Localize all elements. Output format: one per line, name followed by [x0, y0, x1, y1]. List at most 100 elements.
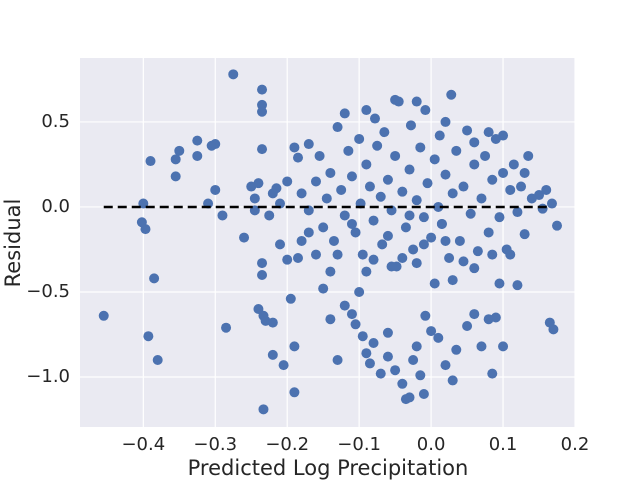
point — [382, 174, 393, 185]
point — [267, 188, 278, 199]
point — [498, 341, 509, 352]
point — [339, 300, 350, 311]
point — [267, 349, 278, 360]
point — [519, 229, 530, 240]
point — [170, 154, 181, 165]
point — [447, 375, 458, 386]
point — [469, 263, 480, 274]
point — [357, 331, 368, 342]
point — [404, 164, 415, 175]
point — [257, 84, 268, 95]
point — [440, 235, 451, 246]
point — [145, 156, 156, 167]
point — [440, 360, 451, 371]
point — [296, 235, 307, 246]
point — [264, 210, 275, 221]
point — [422, 178, 433, 189]
point — [375, 368, 386, 379]
point — [537, 203, 548, 214]
point — [397, 186, 408, 197]
point — [476, 341, 487, 352]
point — [278, 360, 289, 371]
point — [332, 122, 343, 133]
point — [397, 378, 408, 389]
point — [382, 230, 393, 241]
point — [282, 254, 293, 265]
y-tick-label: −1.0 — [26, 366, 70, 387]
point — [377, 239, 388, 250]
point — [210, 184, 221, 195]
point — [293, 252, 304, 263]
point — [440, 169, 451, 180]
y-tick-label: −0.5 — [26, 281, 70, 302]
point — [405, 120, 416, 131]
point — [415, 142, 426, 153]
x-tick-label: 0.1 — [489, 434, 518, 455]
point — [408, 244, 419, 255]
point — [140, 224, 151, 235]
point — [397, 252, 408, 263]
point — [354, 286, 365, 297]
x-tick-label: 0.2 — [561, 434, 590, 455]
point — [357, 249, 368, 260]
point — [285, 293, 296, 304]
point — [368, 337, 379, 348]
point — [498, 167, 509, 178]
point — [321, 193, 332, 204]
point — [318, 283, 329, 294]
point — [472, 246, 483, 257]
point — [429, 154, 440, 165]
point — [350, 319, 361, 330]
point — [512, 280, 523, 291]
point — [339, 210, 350, 221]
point — [257, 144, 268, 155]
point — [505, 184, 516, 195]
point — [375, 191, 386, 202]
point — [143, 331, 154, 342]
point — [444, 252, 455, 263]
point — [328, 235, 339, 246]
point — [303, 227, 314, 238]
point — [494, 278, 505, 289]
point — [446, 89, 457, 100]
point — [487, 368, 498, 379]
point — [454, 235, 465, 246]
point — [451, 344, 462, 355]
point — [469, 309, 480, 320]
point — [368, 215, 379, 226]
point — [426, 326, 437, 337]
point — [332, 249, 343, 260]
point — [325, 167, 336, 178]
y-tick-label: 0.5 — [41, 111, 70, 132]
point — [458, 256, 469, 267]
point — [411, 258, 422, 269]
point — [420, 105, 431, 116]
point — [382, 327, 393, 338]
point — [364, 181, 375, 192]
point — [487, 174, 498, 185]
point — [170, 171, 181, 182]
point — [436, 218, 447, 229]
point — [505, 249, 516, 260]
point — [361, 348, 372, 359]
point — [296, 188, 307, 199]
point — [415, 370, 426, 381]
point — [174, 145, 185, 156]
point — [458, 181, 469, 192]
point — [249, 193, 260, 204]
point — [310, 249, 321, 260]
point — [433, 332, 444, 343]
point — [483, 314, 494, 325]
point — [548, 324, 559, 335]
point — [541, 184, 552, 195]
point — [433, 201, 444, 212]
point — [462, 125, 473, 136]
point — [289, 341, 300, 352]
point — [275, 239, 286, 250]
point — [390, 150, 401, 161]
point — [552, 220, 563, 231]
point — [508, 159, 519, 170]
point — [325, 314, 336, 325]
point — [221, 322, 232, 333]
